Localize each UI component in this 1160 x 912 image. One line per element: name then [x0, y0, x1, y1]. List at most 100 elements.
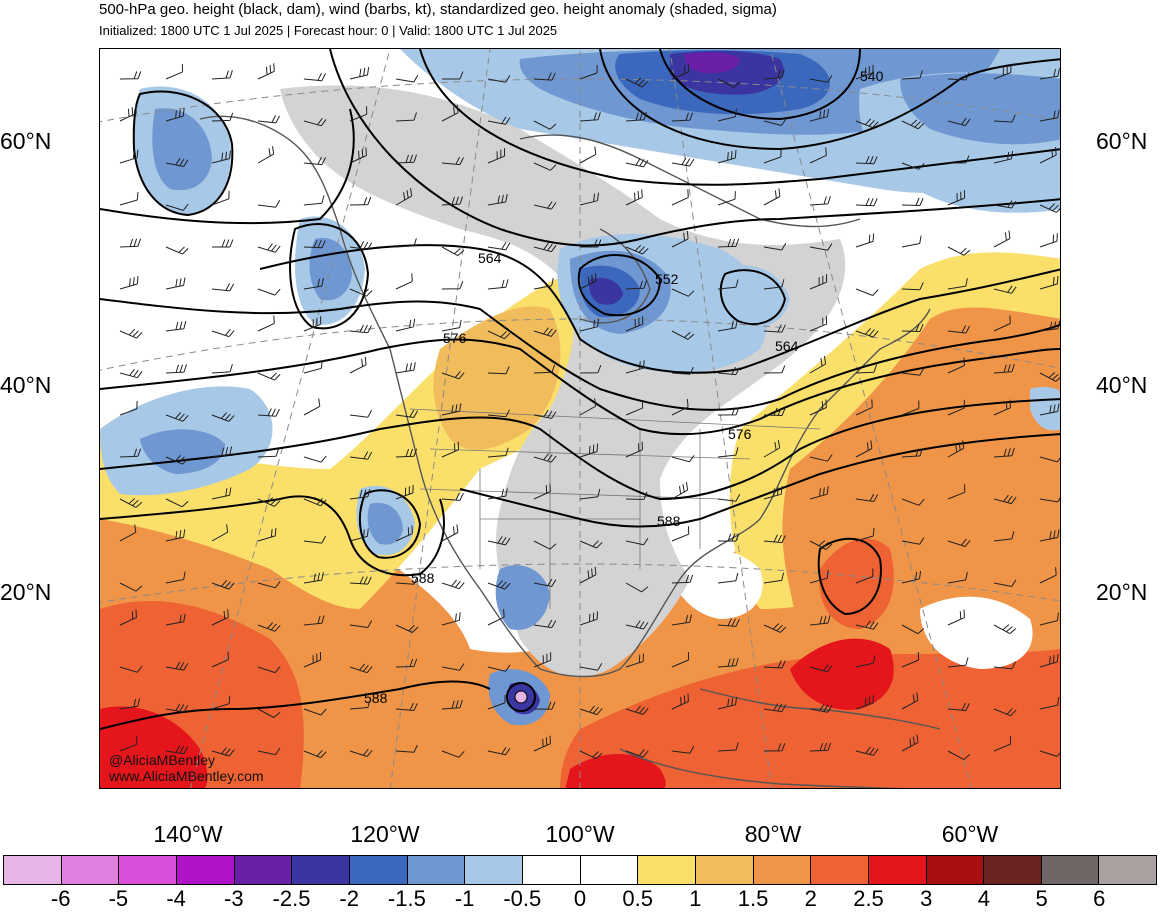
- credit-website[interactable]: www.AliciaMBentley.com: [109, 768, 264, 784]
- wind-barb: [1039, 320, 1060, 332]
- wind-barb: [671, 614, 692, 626]
- wind-barb: [441, 524, 459, 542]
- anomaly-warm-antilles: [790, 638, 894, 710]
- contour-552-north: [419, 49, 1060, 186]
- wind-barb: [211, 487, 232, 500]
- wind-barb: [349, 620, 373, 628]
- contour-564-main: [259, 244, 1060, 374]
- colorbar-label: 2.5: [853, 886, 884, 911]
- colorbar-swatch: [1099, 856, 1157, 884]
- wind-barb: [441, 196, 463, 206]
- wind-barb: [395, 188, 413, 206]
- wind-barb: [809, 274, 828, 290]
- wind-barb: [395, 576, 418, 585]
- wind-barb: [901, 448, 923, 458]
- colorbar-swatch: [292, 856, 350, 884]
- wind-barb: [579, 112, 601, 122]
- wind-barb: [165, 745, 189, 755]
- wind-barb: [441, 156, 464, 166]
- wind-barb: [211, 524, 229, 542]
- wind-barb: [993, 624, 1017, 635]
- wind-barbs: [119, 63, 1060, 761]
- wind-barb: [303, 615, 325, 626]
- weather-map[interactable]: 540 552 564 564 576 576 588 588 588 @Ali…: [99, 48, 1061, 789]
- wind-barb: [211, 651, 229, 668]
- wind-barb: [487, 116, 511, 125]
- anomaly-neutral-gulf: [660, 545, 763, 619]
- wind-barb: [993, 447, 1015, 458]
- wind-barb: [763, 324, 786, 333]
- wind-barb: [579, 566, 597, 584]
- wind-barb: [257, 581, 281, 589]
- wind-barb: [763, 440, 781, 458]
- wind-barb: [717, 657, 739, 668]
- wind-barb: [165, 364, 187, 374]
- wind-barb: [717, 407, 740, 416]
- wind-barb: [625, 653, 645, 668]
- wind-barb: [855, 233, 875, 248]
- wind-barb: [119, 609, 137, 626]
- contour-570: [100, 298, 1060, 411]
- colorbar-swatch: [465, 856, 523, 884]
- wind-barb: [993, 579, 1017, 587]
- wind-barb: [533, 327, 557, 337]
- colorbar-swatch: [234, 856, 293, 884]
- wind-barb: [763, 703, 787, 713]
- wind-barb: [763, 69, 785, 80]
- wind-barb: [763, 486, 783, 500]
- wind-barb: [579, 64, 598, 80]
- wind-barb: [303, 651, 322, 668]
- wind-barb: [395, 318, 416, 332]
- colorbar-swatch: [176, 856, 235, 884]
- wind-barb: [855, 440, 873, 458]
- colorbar-label: 4: [977, 886, 991, 911]
- wind-barb: [855, 655, 876, 668]
- wind-barb: [579, 365, 602, 374]
- wind-barb: [671, 693, 689, 710]
- wind-barb: [119, 368, 143, 379]
- wind-barb: [809, 399, 827, 416]
- wind-barb: [625, 620, 649, 630]
- contour-588-west: [100, 495, 445, 577]
- wind-barb: [809, 664, 833, 673]
- wind-barb: [211, 609, 229, 626]
- wind-barb: [211, 412, 235, 422]
- wind-barb: [303, 360, 323, 374]
- wind-barb: [993, 150, 1014, 164]
- wind-barb: [165, 157, 189, 167]
- contour-label-552: 552: [655, 271, 679, 287]
- colorbar-swatch: [580, 856, 639, 884]
- wind-barb: [349, 324, 372, 334]
- contour-540: [659, 49, 861, 121]
- lat-label-left-60: 60°N: [0, 128, 52, 154]
- wind-barb: [441, 612, 461, 626]
- wind-barb: [717, 78, 741, 88]
- wind-barb: [763, 534, 786, 544]
- wind-barb: [809, 316, 828, 332]
- wind-barb: [947, 399, 965, 416]
- contour-label-588-pacific: 588: [364, 690, 388, 706]
- wind-barb: [487, 609, 505, 626]
- colorbar-label: 2: [804, 886, 817, 911]
- wind-barb: [165, 108, 185, 122]
- wind-barb: [349, 451, 373, 460]
- wind-barb: [119, 238, 142, 248]
- wind-barb: [487, 242, 511, 251]
- wind-barb: [119, 582, 143, 592]
- wind-barb: [993, 531, 1015, 542]
- colorbar-label: -3: [224, 886, 244, 911]
- wind-barb: [855, 527, 875, 542]
- contour-588-south: [100, 680, 491, 730]
- lat-label-right-60: 60°N: [1096, 128, 1148, 154]
- wind-barb: [165, 529, 186, 542]
- colorbar-swatch: [984, 856, 1042, 884]
- wind-barb: [441, 663, 465, 671]
- colorbar-swatch: [407, 856, 466, 884]
- wind-barb: [717, 447, 739, 458]
- wind-barb: [441, 104, 459, 122]
- lon-label-80w: 80°W: [744, 821, 802, 847]
- wind-barb: [349, 663, 373, 674]
- wind-barb: [855, 746, 879, 756]
- wind-barb: [855, 364, 878, 374]
- anomaly-cool-atlantic-east: [1030, 386, 1060, 431]
